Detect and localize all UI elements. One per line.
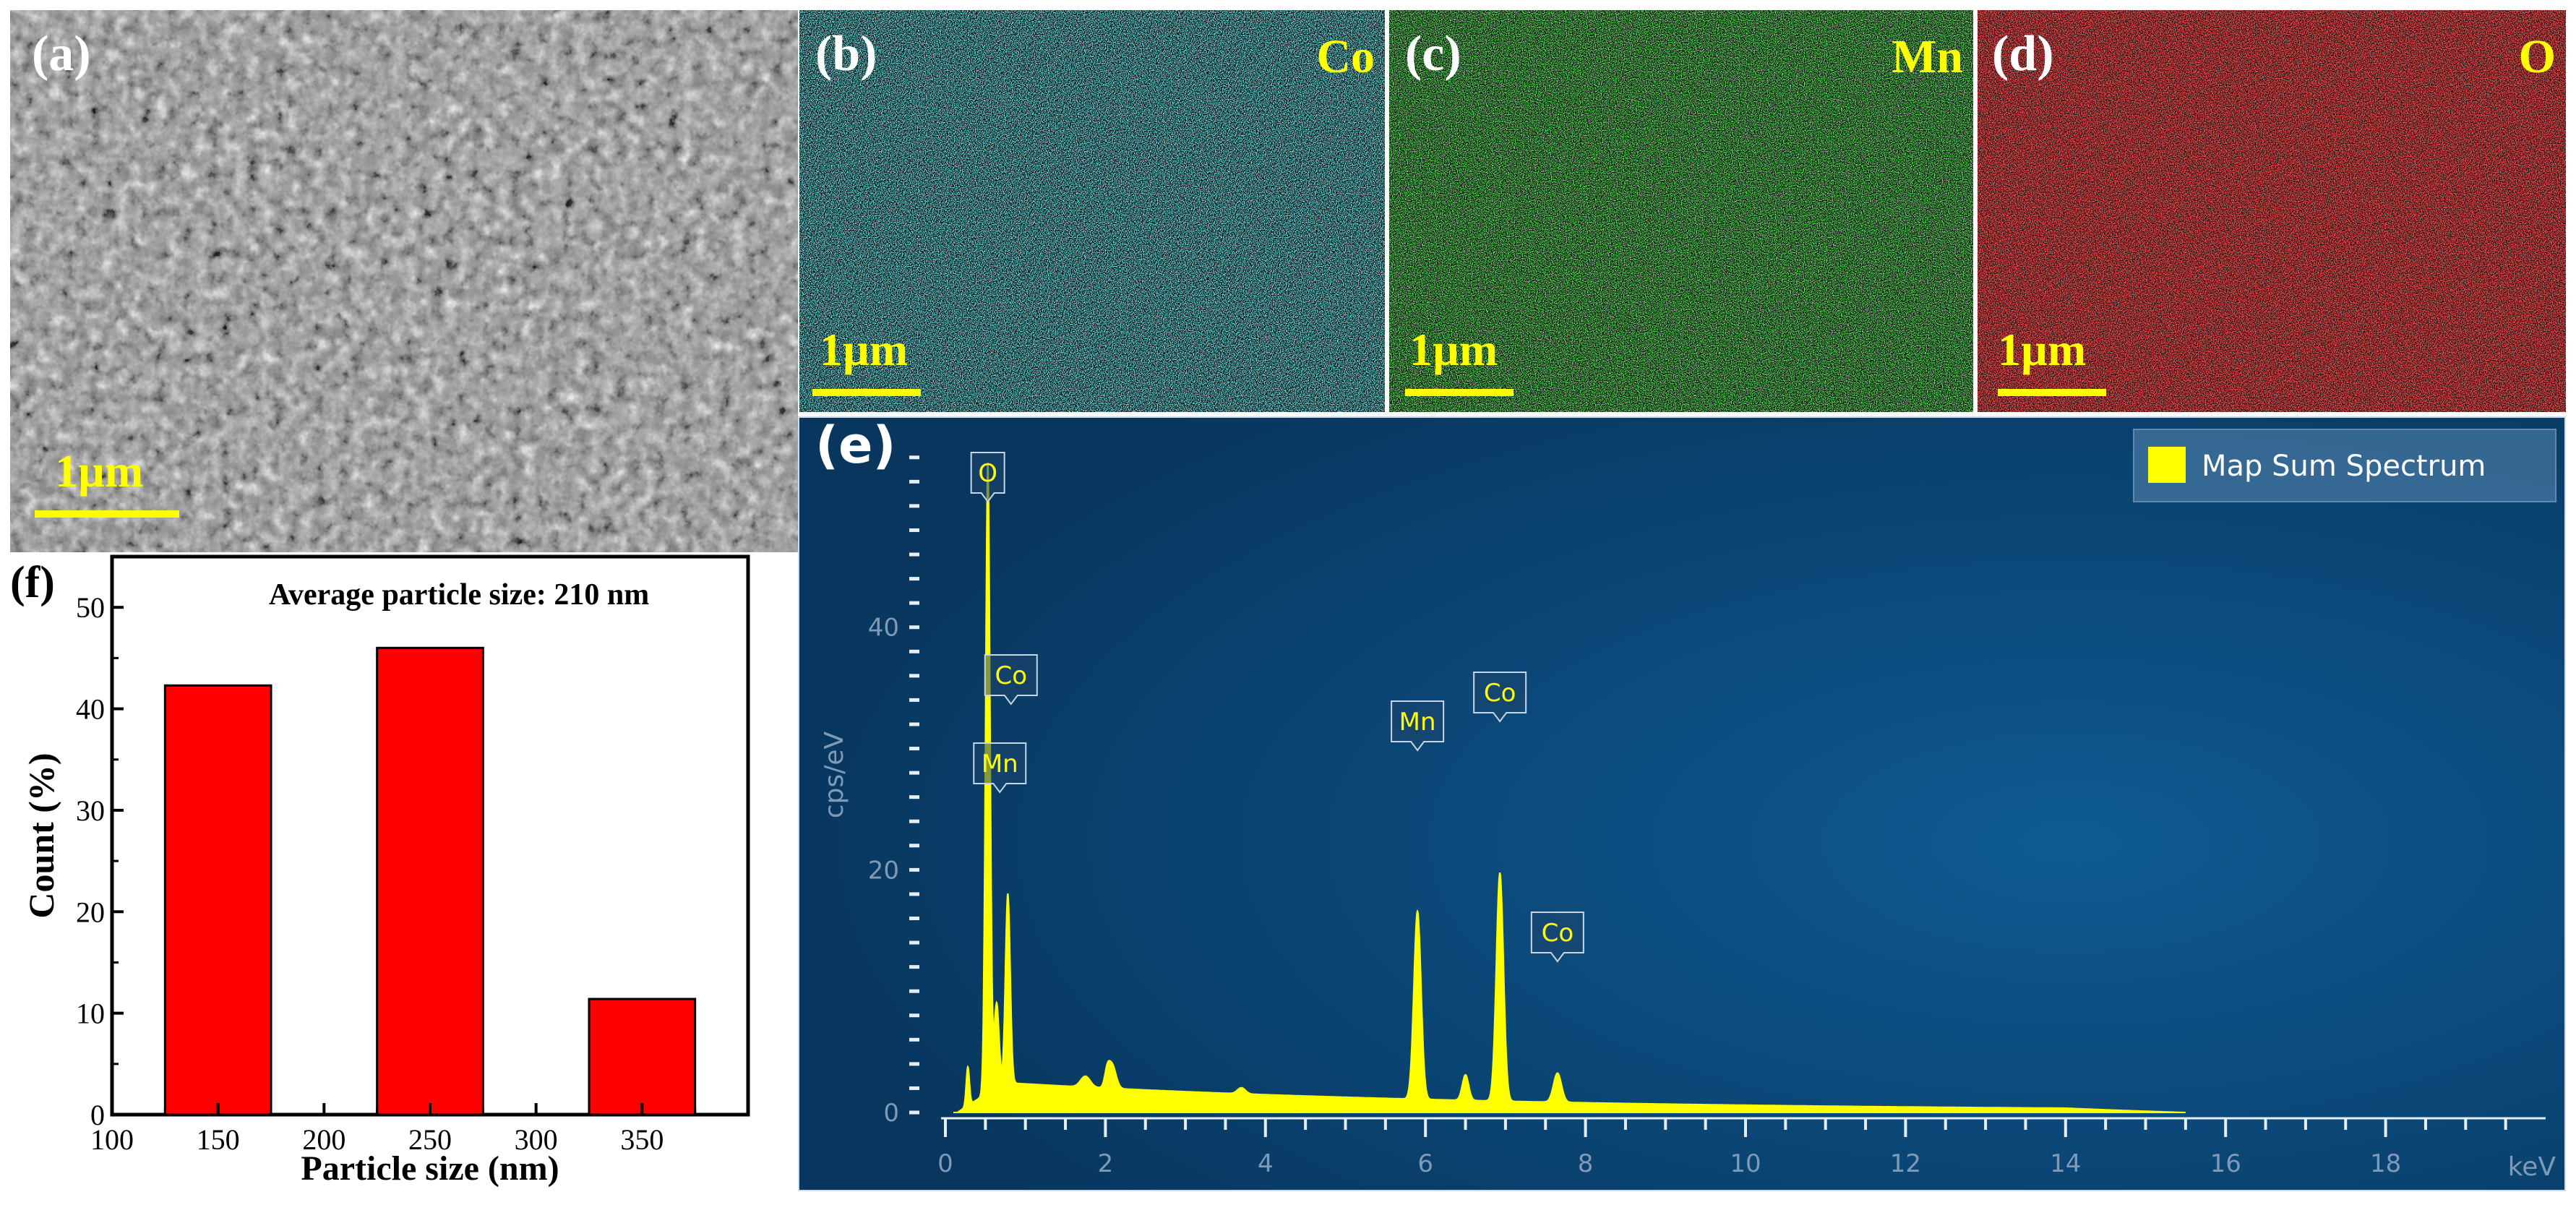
legend-swatch — [2148, 447, 2186, 483]
peak-label-text: O — [978, 459, 997, 488]
x-tick-label: 4 — [1258, 1149, 1274, 1178]
o-map-texture — [1978, 10, 2566, 412]
panel-label-a: (a) — [32, 26, 91, 82]
y-axis-title: cps/eV — [820, 731, 849, 818]
x-axis-title: Particle size (nm) — [301, 1149, 559, 1188]
peak-label-co: Co — [1473, 672, 1527, 723]
peak-label-text: Co — [995, 661, 1028, 690]
x-tick-label: 8 — [1578, 1149, 1594, 1178]
histogram-bar-250 — [376, 646, 484, 1116]
peak-label-co: Co — [984, 654, 1038, 706]
peak-label-o: O — [970, 452, 1005, 503]
peak-label-mn: Mn — [1391, 700, 1445, 752]
y-tick-label: 10 — [76, 998, 105, 1030]
element-label-co: Co — [1316, 30, 1375, 83]
legend-label: Map Sum Spectrum — [2202, 450, 2486, 483]
peak-label-box — [1473, 672, 1527, 723]
peak-label-co: Co — [1530, 912, 1584, 963]
histogram-bar-150 — [163, 684, 272, 1116]
x-tick-label: 100 — [90, 1123, 134, 1156]
y-tick-label: 40 — [76, 693, 105, 726]
y-axis-title: Count (%) — [21, 752, 61, 918]
y-tick-label: 0 — [90, 1099, 105, 1131]
x-tick-label: 150 — [197, 1123, 240, 1156]
co-map-texture — [799, 10, 1385, 412]
x-tick-label: 350 — [620, 1123, 664, 1156]
legend: Map Sum Spectrum — [2133, 429, 2556, 502]
x-tick-label: 2 — [1098, 1149, 1114, 1178]
sem-image-panel: (a) 1µm — [10, 10, 798, 552]
x-tick-label: 14 — [2050, 1149, 2081, 1178]
eds-map-o: (d) O 1µm — [1978, 10, 2566, 412]
scale-bar-label-a: 1µm — [55, 445, 144, 497]
eds-map-mn: (c) Mn 1µm — [1389, 10, 1973, 412]
x-tick-label: 18 — [2370, 1149, 2401, 1178]
element-label-o: O — [2518, 30, 2556, 83]
chart-title: Average particle size: 210 nm — [269, 578, 649, 612]
scale-bar-b — [812, 389, 921, 396]
y-tick-label: 0 — [883, 1099, 899, 1128]
y-tick-label: 20 — [868, 856, 899, 885]
peak-label-box — [973, 742, 1027, 794]
peak-label-box — [1530, 912, 1584, 963]
eds-map-co: (b) Co 1µm — [799, 10, 1385, 412]
x-tick-label: 12 — [1890, 1149, 1921, 1178]
scale-bar-c — [1405, 389, 1514, 396]
x-tick-label: 250 — [408, 1123, 452, 1156]
sem-texture — [10, 10, 798, 552]
scale-bar-label-d: 1µm — [1998, 324, 2087, 375]
peak-label-box — [984, 654, 1038, 706]
peak-label-text: Mn — [1399, 708, 1436, 737]
scale-bar-d — [1998, 389, 2106, 396]
scale-bar-a — [35, 510, 179, 518]
x-axis-unit: keV — [2508, 1152, 2556, 1182]
histogram-bar-350 — [588, 998, 697, 1116]
peak-label-text: Co — [1484, 679, 1516, 708]
x-tick-label: 10 — [1730, 1149, 1761, 1178]
x-tick-label: 300 — [515, 1123, 558, 1156]
mn-map-texture — [1389, 10, 1973, 412]
panel-label-c: (c) — [1405, 26, 1461, 82]
scale-bar-label-b: 1µm — [820, 324, 909, 375]
panel-label-d: (d) — [1992, 26, 2054, 82]
panel-label-f: (f) — [10, 558, 55, 607]
peak-label-mn: Mn — [973, 742, 1027, 794]
peak-label-box — [970, 452, 1005, 503]
y-tick-label: 50 — [76, 591, 105, 624]
x-tick-label: 6 — [1417, 1149, 1433, 1178]
peak-label-text: Co — [1542, 919, 1574, 948]
y-tick-label: 30 — [76, 794, 105, 827]
spectrum-background — [798, 416, 2566, 1191]
x-tick-label: 0 — [937, 1149, 953, 1178]
eds-spectrum: (e) Map Sum Spectrum 0 2 4 6 8 10 12 14 16 18 0 20 4… — [798, 416, 2566, 1191]
particle-size-histogram: (f) Average particle size: 210 nm 0 10 20 3… — [10, 554, 750, 1188]
peak-label-text: Mn — [982, 750, 1018, 779]
element-label-mn: Mn — [1892, 30, 1963, 83]
scale-bar-label-c: 1µm — [1409, 324, 1498, 375]
panel-label-e: (e) — [815, 416, 896, 475]
x-tick-label: 16 — [2210, 1149, 2241, 1178]
panel-label-b: (b) — [815, 26, 877, 82]
spectrum-trace — [953, 462, 2186, 1113]
x-tick-label: 200 — [302, 1123, 345, 1156]
y-tick-label: 40 — [868, 614, 899, 643]
peak-label-box — [1391, 700, 1445, 752]
y-tick-label: 20 — [76, 896, 105, 928]
